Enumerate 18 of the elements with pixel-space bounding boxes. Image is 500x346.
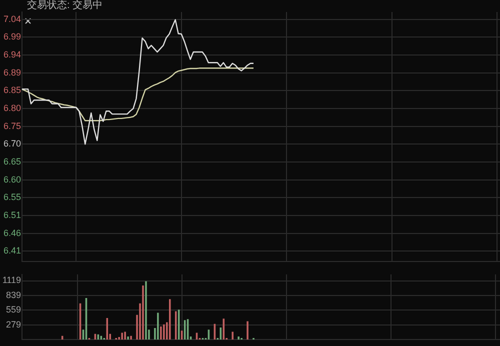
y-tick-label: 6.46 (3, 228, 21, 238)
y-tick-label: 6.65 (3, 156, 21, 166)
y-tick-label: 6.75 (3, 120, 21, 131)
y-tick-label: 6.99 (3, 32, 21, 42)
y-tick-label: 839 (6, 290, 21, 300)
y-tick-label: 6.51 (3, 210, 21, 220)
y-tick-label: 6.70 (3, 138, 21, 149)
y-tick-label: 1119 (2, 275, 21, 286)
y-tick-label: 6.89 (3, 67, 21, 78)
y-tick-label: 6.41 (3, 246, 21, 256)
y-tick-label: 6.85 (3, 85, 21, 96)
y-tick-label: 279 (6, 319, 21, 330)
y-tick-label: 6.94 (3, 49, 21, 60)
y-tick-label: 7.04 (3, 14, 21, 24)
y-tick-label: 559 (6, 304, 21, 315)
y-tick-label: 6.60 (3, 174, 21, 184)
y-tick-label: 6.55 (3, 192, 21, 202)
y-tick-label: 6.80 (3, 102, 21, 113)
